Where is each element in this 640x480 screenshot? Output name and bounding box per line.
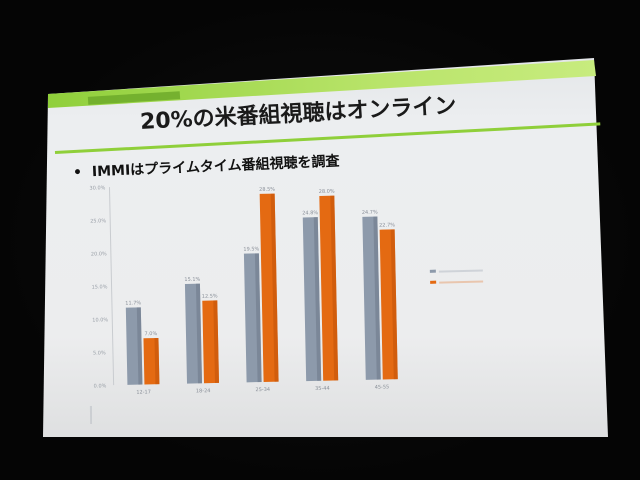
- bar-shade: [330, 195, 339, 381]
- bar-shade: [213, 300, 220, 384]
- legend-swatch-orange: [430, 280, 437, 284]
- bar-shade: [195, 283, 203, 384]
- bar-chart: 0.0% 5.0% 10.0% 15.0% 20.0% 25.0% 30.0% 11.7% 7.…: [89, 185, 398, 396]
- y-tick-label: 5.0%: [93, 350, 106, 356]
- data-label: 11.7%: [125, 300, 141, 306]
- legend-label-gray: [438, 268, 483, 273]
- y-axis-line: [108, 187, 115, 386]
- data-label: 19.5%: [243, 246, 259, 252]
- data-label: 12.5%: [202, 293, 218, 299]
- x-tick-label: 25-34: [255, 387, 270, 393]
- chart-legend: [429, 264, 495, 288]
- y-tick-label: 15.0%: [92, 284, 108, 290]
- x-tick-label: 18-24: [196, 388, 211, 394]
- data-label: 24.8%: [302, 210, 318, 216]
- x-tick-label: 12-17: [136, 389, 151, 395]
- data-label: 28.0%: [319, 189, 335, 195]
- data-label: 22.7%: [379, 222, 395, 228]
- y-tick-label: 20.0%: [91, 251, 107, 257]
- bar-shade: [154, 337, 160, 385]
- legend-label-orange: [439, 279, 484, 284]
- bar-shade: [270, 193, 279, 382]
- y-tick-label: 0.0%: [94, 383, 107, 389]
- legend-item: [430, 275, 494, 288]
- x-tick-label: 45-55: [375, 384, 390, 390]
- bar-shade: [390, 229, 398, 380]
- data-label: 28.5%: [259, 187, 275, 193]
- legend-swatch-gray: [429, 269, 436, 273]
- y-tick-label: 10.0%: [92, 317, 108, 323]
- data-label: 7.0%: [144, 331, 157, 337]
- data-label: 15.1%: [184, 277, 200, 283]
- bar-shade: [313, 217, 322, 381]
- y-tick-label: 25.0%: [90, 218, 106, 224]
- data-label: 24.7%: [362, 210, 378, 216]
- bar-shade: [254, 253, 262, 383]
- x-tick-label: 35-44: [315, 386, 330, 392]
- bar-shade: [136, 307, 143, 385]
- bar-shade: [373, 216, 381, 380]
- y-tick-label: 30.0%: [89, 185, 105, 191]
